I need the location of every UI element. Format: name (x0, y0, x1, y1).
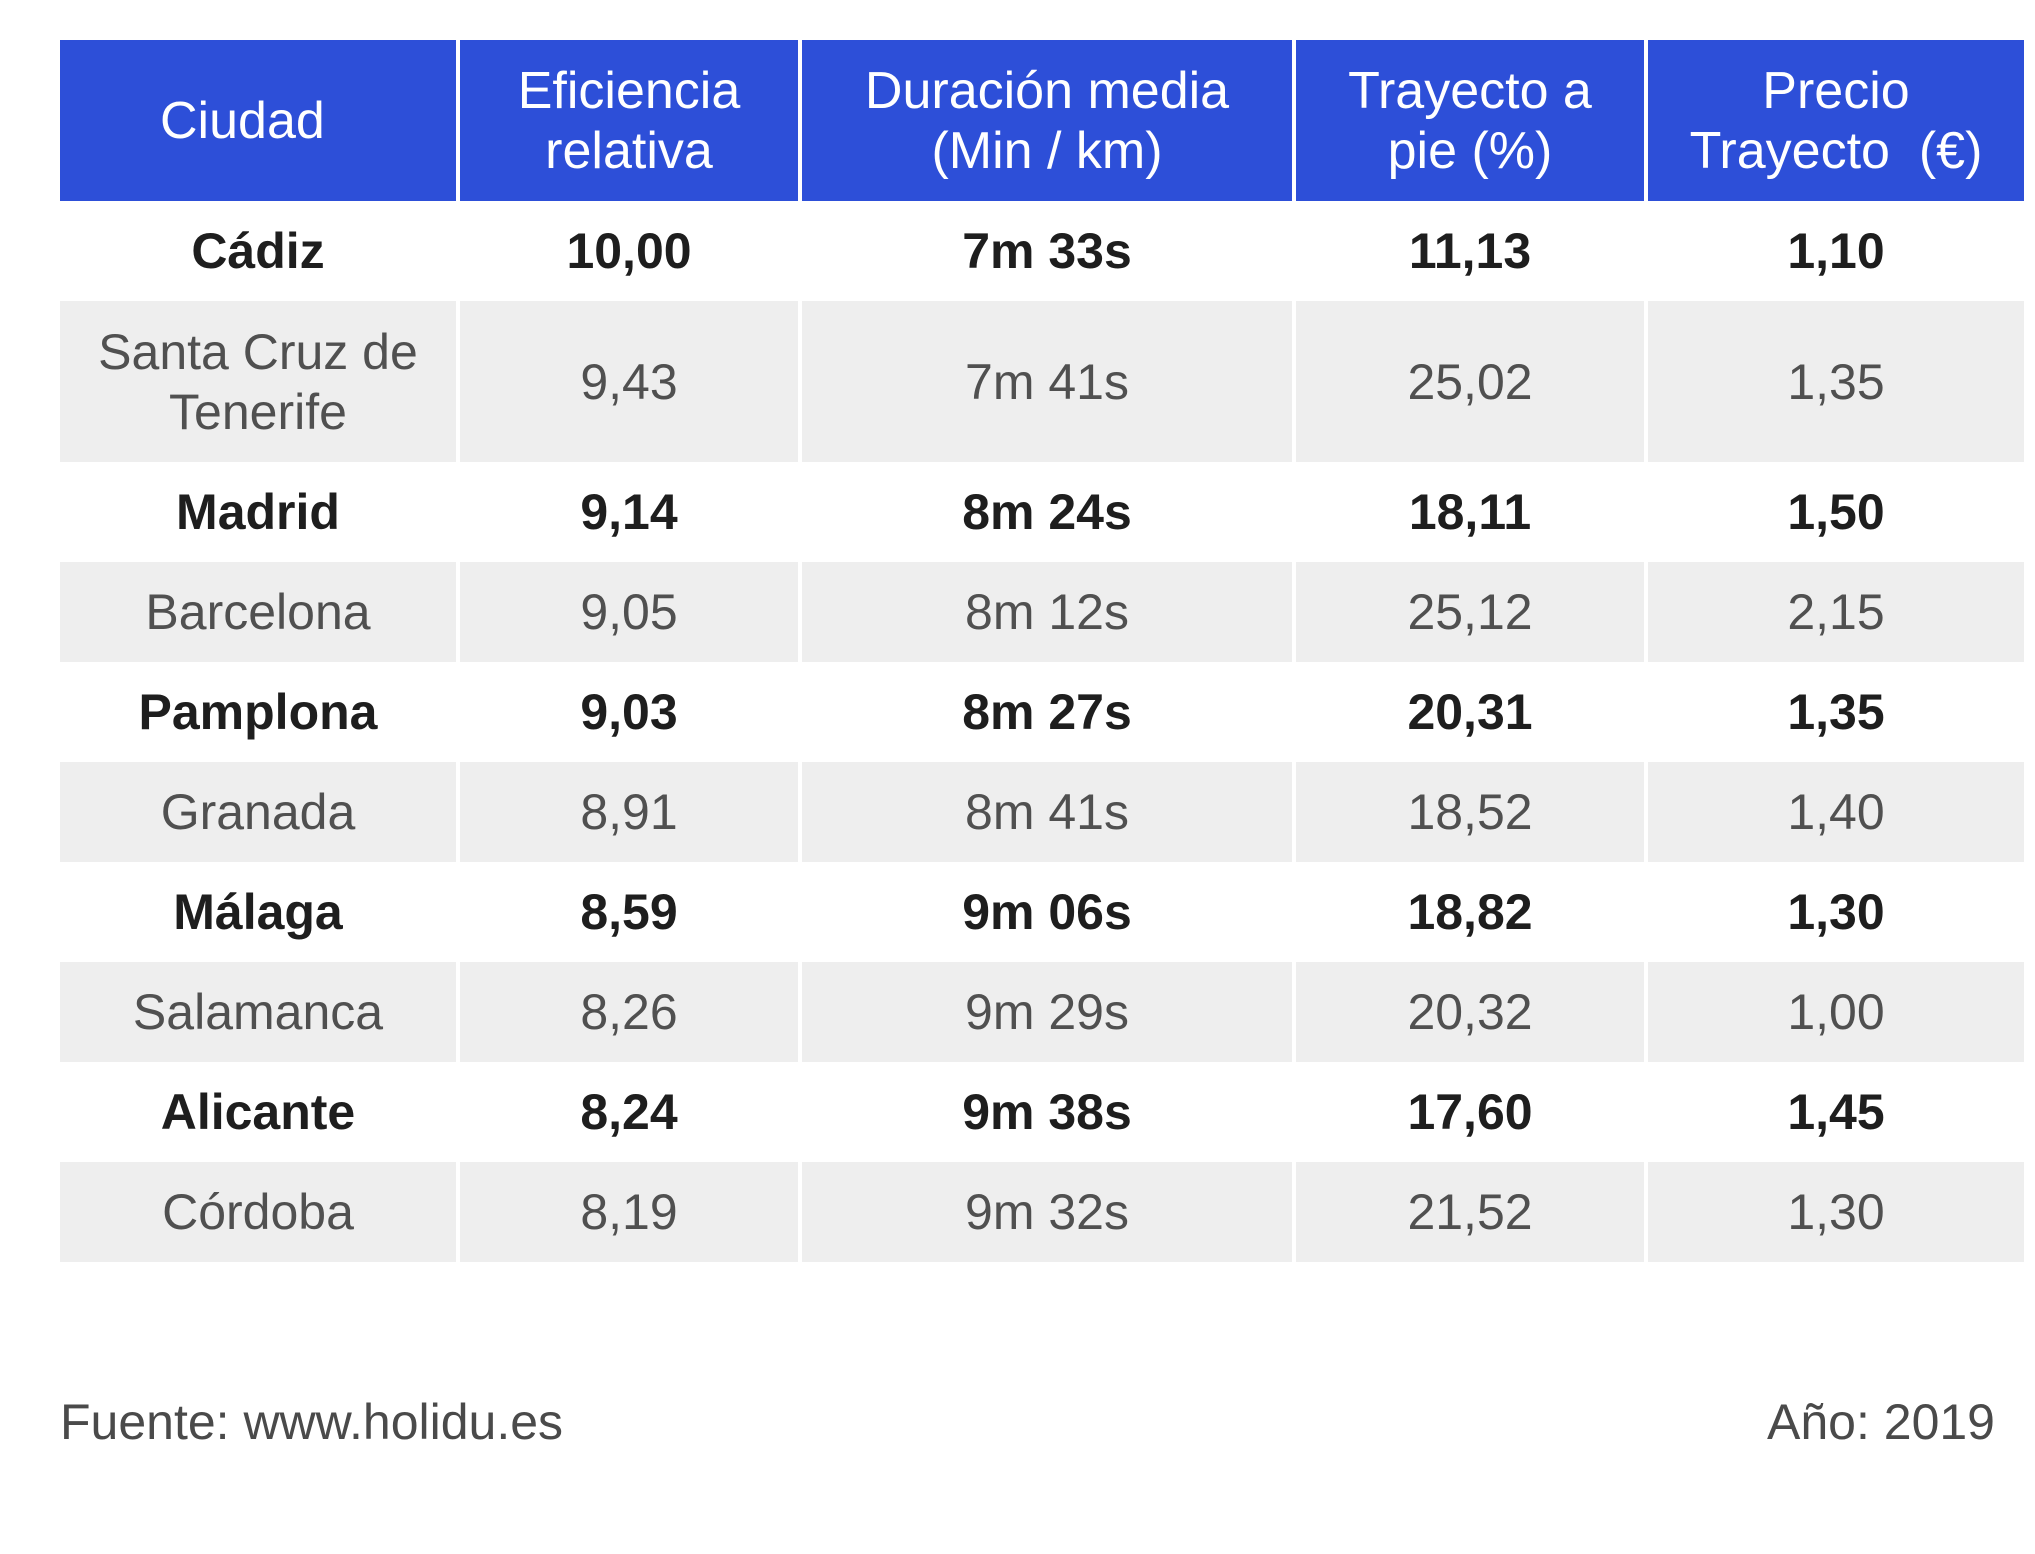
price-cell: 1,00 (1648, 962, 2024, 1062)
header-line: Trayecto (€) (1689, 121, 1983, 180)
walk-percent-cell: 20,31 (1296, 662, 1644, 762)
walk-percent-cell: 18,52 (1296, 762, 1644, 862)
walk-percent-cell: 25,12 (1296, 562, 1644, 662)
efficiency-cell: 10,00 (460, 201, 798, 301)
city-name: Pamplona (138, 684, 378, 740)
header-line: Precio (1762, 61, 1910, 120)
city-cell: Cádiz (60, 201, 456, 301)
city-name: Santa Cruz de (98, 323, 418, 380)
efficiency-cell: 8,26 (460, 962, 798, 1062)
duration-cell: 7m 33s (802, 201, 1292, 301)
table-row: Málaga 8,59 9m 06s 18,82 1,30 (60, 862, 2024, 962)
price-cell: 1,10 (1648, 201, 2024, 301)
efficiency-cell: 8,91 (460, 762, 798, 862)
efficiency-cell: 9,03 (460, 662, 798, 762)
efficiency-table: Ciudad Eficiencia relativa Duración medi… (56, 40, 2028, 1262)
duration-cell: 9m 32s (802, 1162, 1292, 1262)
efficiency-cell: 8,59 (460, 862, 798, 962)
efficiency-cell: 8,19 (460, 1162, 798, 1262)
price-cell: 1,50 (1648, 462, 2024, 562)
city-name: Tenerife (169, 383, 347, 440)
duration-cell: 7m 41s (802, 301, 1292, 462)
city-name: Málaga (173, 884, 343, 940)
price-cell: 1,30 (1648, 1162, 2024, 1262)
duration-cell: 9m 29s (802, 962, 1292, 1062)
price-cell: 1,40 (1648, 762, 2024, 862)
header-precio: Precio Trayecto (€) (1648, 40, 2024, 201)
efficiency-cell: 9,14 (460, 462, 798, 562)
header-line: Eficiencia (517, 61, 741, 120)
table-header: Ciudad Eficiencia relativa Duración medi… (60, 40, 2024, 201)
city-name: Granada (160, 784, 356, 840)
price-cell: 1,30 (1648, 862, 2024, 962)
walk-percent-cell: 18,82 (1296, 862, 1644, 962)
city-cell: Salamanca (60, 962, 456, 1062)
header-duracion: Duración media (Min / km) (802, 40, 1292, 201)
city-name: Alicante (160, 1084, 356, 1140)
city-name: Salamanca (132, 984, 384, 1040)
table-row: Santa Cruz de Tenerife 9,43 7m 41s 25,02 1,35 (60, 301, 2024, 462)
duration-cell: 8m 12s (802, 562, 1292, 662)
header-row: Ciudad Eficiencia relativa Duración medi… (60, 40, 2024, 201)
header-ciudad: Ciudad (60, 40, 456, 201)
header-trayecto-pie: Trayecto a pie (%) (1296, 40, 1644, 201)
walk-percent-cell: 17,60 (1296, 1062, 1644, 1162)
table-row: Granada 8,91 8m 41s 18,52 1,40 (60, 762, 2024, 862)
price-cell: 1,35 (1648, 662, 2024, 762)
city-name: Barcelona (145, 584, 371, 640)
header-line: Ciudad (160, 91, 325, 150)
walk-percent-cell: 11,13 (1296, 201, 1644, 301)
city-cell: Córdoba (60, 1162, 456, 1262)
header-eficiencia: Eficiencia relativa (460, 40, 798, 201)
city-name: Cádiz (191, 223, 325, 279)
table-body: Cádiz 10,00 7m 33s 11,13 1,10 Santa Cruz de Te… (60, 201, 2024, 1262)
table-row: Alicante 8,24 9m 38s 17,60 1,45 (60, 1062, 2024, 1162)
efficiency-cell: 9,43 (460, 301, 798, 462)
city-name: Córdoba (162, 1184, 354, 1240)
duration-cell: 9m 38s (802, 1062, 1292, 1162)
walk-percent-cell: 18,11 (1296, 462, 1644, 562)
walk-percent-cell: 21,52 (1296, 1162, 1644, 1262)
header-line: Trayecto a (1348, 61, 1592, 120)
city-cell: Madrid (60, 462, 456, 562)
city-cell: Alicante (60, 1062, 456, 1162)
table-row: Barcelona 9,05 8m 12s 25,12 2,15 (60, 562, 2024, 662)
walk-percent-cell: 20,32 (1296, 962, 1644, 1062)
year-caption: Año: 2019 (1767, 1394, 1995, 1450)
table-row: Pamplona 9,03 8m 27s 20,31 1,35 (60, 662, 2024, 762)
source-caption: Fuente: www.holidu.es (60, 1394, 564, 1450)
efficiency-cell: 9,05 (460, 562, 798, 662)
table-row: Madrid 9,14 8m 24s 18,11 1,50 (60, 462, 2024, 562)
city-cell: Barcelona (60, 562, 456, 662)
price-cell: 2,15 (1648, 562, 2024, 662)
city-cell: Granada (60, 762, 456, 862)
duration-cell: 8m 41s (802, 762, 1292, 862)
price-cell: 1,45 (1648, 1062, 2024, 1162)
table-row: Salamanca 8,26 9m 29s 20,32 1,00 (60, 962, 2024, 1062)
duration-cell: 8m 27s (802, 662, 1292, 762)
city-name: Madrid (176, 484, 340, 540)
header-line: (Min / km) (931, 121, 1163, 180)
table-row: Cádiz 10,00 7m 33s 11,13 1,10 (60, 201, 2024, 301)
walk-percent-cell: 25,02 (1296, 301, 1644, 462)
header-line: pie (%) (1387, 121, 1553, 180)
header-line: Duración media (864, 61, 1230, 120)
efficiency-cell: 8,24 (460, 1062, 798, 1162)
city-cell: Málaga (60, 862, 456, 962)
duration-cell: 8m 24s (802, 462, 1292, 562)
table-row: Córdoba 8,19 9m 32s 21,52 1,30 (60, 1162, 2024, 1262)
price-cell: 1,35 (1648, 301, 2024, 462)
duration-cell: 9m 06s (802, 862, 1292, 962)
city-cell: Santa Cruz de Tenerife (60, 301, 456, 462)
header-line: relativa (545, 121, 713, 180)
city-cell: Pamplona (60, 662, 456, 762)
